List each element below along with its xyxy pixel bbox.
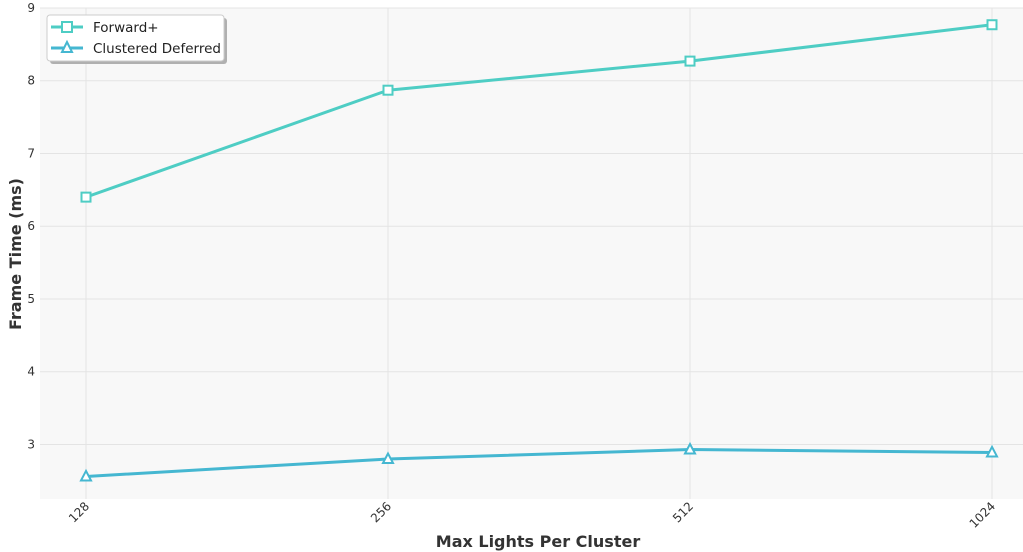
data-point-marker — [382, 84, 394, 96]
legend-box — [46, 14, 225, 62]
y-axis-title: Frame Time (ms) — [6, 178, 25, 330]
legend: Forward+ Clustered Deferred — [46, 14, 227, 64]
series-group — [79, 19, 999, 482]
y-tick-label: 8 — [27, 74, 35, 88]
data-point-marker — [381, 451, 395, 464]
data-point-marker — [985, 444, 999, 458]
x-tick-label: 128 — [66, 499, 92, 525]
data-point-marker — [684, 55, 696, 67]
series-line-0 — [85, 23, 993, 199]
plot-area — [40, 8, 1023, 499]
x-tick-label: 1024 — [967, 499, 998, 530]
x-tick-labels: 128 256 512 1024 — [66, 499, 998, 530]
y-tick-label: 4 — [27, 365, 35, 379]
legend-label-forward: Forward+ — [93, 20, 159, 36]
data-point-marker — [80, 191, 92, 203]
data-point-marker — [986, 19, 998, 31]
legend-marker-deferred — [60, 39, 74, 53]
y-tick-label: 9 — [27, 1, 35, 15]
y-tick-labels: 3 4 5 6 7 8 9 — [27, 1, 35, 451]
x-axis-title: Max Lights Per Cluster — [436, 532, 641, 551]
series-line-1 — [85, 448, 993, 478]
y-tick-label: 6 — [27, 219, 35, 233]
y-tick-label: 7 — [27, 146, 35, 160]
legend-marker-forward — [61, 21, 73, 33]
grid-lines — [40, 7, 1023, 499]
x-tick-label: 256 — [368, 499, 394, 525]
data-point-marker — [79, 468, 93, 482]
y-tick-label: 5 — [27, 292, 35, 306]
data-point-marker — [683, 441, 697, 455]
legend-label-deferred: Clustered Deferred — [93, 41, 221, 57]
x-tick-label: 512 — [670, 499, 696, 525]
y-tick-label: 3 — [27, 437, 35, 451]
